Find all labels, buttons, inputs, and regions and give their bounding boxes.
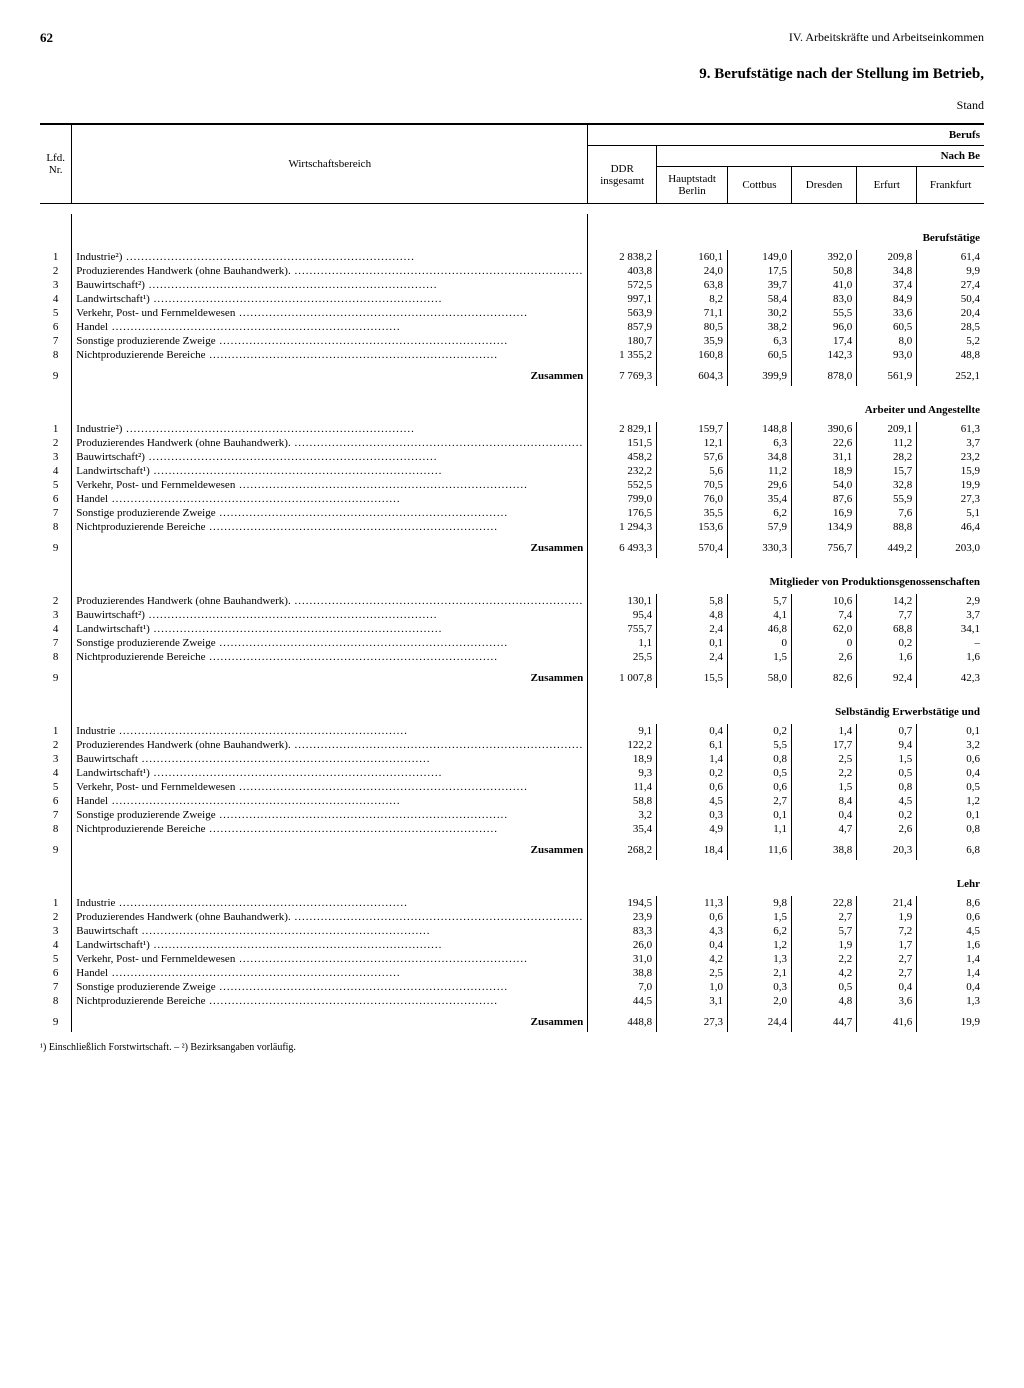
sum-row: 9Zusammen268,218,411,638,820,36,8 [40,836,984,860]
table-row: 2Produzierendes Handwerk (ohne Bauhandwe… [40,910,984,924]
table-row: 8Nichtproduzierende Bereiche1 355,2160,8… [40,348,984,362]
col-frankfurt: Frankfurt [917,167,984,204]
table-row: 7Sonstige produzierende Zweige180,735,96… [40,334,984,348]
section-title: Lehr [588,860,984,896]
sum-row: 9Zusammen448,827,324,444,741,619,9 [40,1008,984,1032]
sum-row: 9Zusammen6 493,3570,4330,3756,7449,2203,… [40,534,984,558]
table-row: 7Sonstige produzierende Zweige3,20,30,10… [40,808,984,822]
page-number: 62 [40,30,53,46]
section-title: Mitglieder von Produktionsgenossenschaft… [588,558,984,594]
main-table: Lfd. Nr. Wirtschaftsbereich Berufs DDR i… [40,123,984,1032]
table-row: 2Produzierendes Handwerk (ohne Bauhandwe… [40,738,984,752]
table-row: 1Industrie9,10,40,21,40,70,1 [40,724,984,738]
section-title: Selbständig Erwerbstätige und [588,688,984,724]
table-row: 1Industrie194,511,39,822,821,48,6 [40,896,984,910]
table-row: 2Produzierendes Handwerk (ohne Bauhandwe… [40,264,984,278]
stand-label: Stand [40,98,984,113]
table-row: 3Bauwirtschaft²)572,563,839,741,037,427,… [40,278,984,292]
table-row: 3Bauwirtschaft²)95,44,84,17,47,73,7 [40,608,984,622]
footnote: ¹) Einschließlich Forstwirtschaft. – ²) … [40,1042,984,1053]
table-row: 1Industrie²)2 829,1159,7148,8390,6209,16… [40,422,984,436]
table-row: 5Verkehr, Post- und Fernmeldewesen563,97… [40,306,984,320]
col-nr: Lfd. Nr. [40,124,72,204]
table-row: 2Produzierendes Handwerk (ohne Bauhandwe… [40,594,984,608]
table-row: 7Sonstige produzierende Zweige1,10,1000,… [40,636,984,650]
section-heading: IV. Arbeitskräfte und Arbeitseinkommen [789,30,984,46]
sum-row: 9Zusammen7 769,3604,3399,9878,0561,9252,… [40,362,984,386]
page-header: 62 IV. Arbeitskräfte und Arbeitseinkomme… [40,30,984,46]
col-dresden: Dresden [791,167,856,204]
col-ddr: DDR insgesamt [588,146,657,204]
table-row: 8Nichtproduzierende Bereiche35,44,91,14,… [40,822,984,836]
table-row: 3Bauwirtschaft83,34,36,25,77,24,5 [40,924,984,938]
table-row: 4Landwirtschaft¹)997,18,258,483,084,950,… [40,292,984,306]
table-row: 5Verkehr, Post- und Fernmeldewesen31,04,… [40,952,984,966]
table-row: 6Handel857,980,538,296,060,528,5 [40,320,984,334]
nach-be-label: Nach Be [657,146,984,167]
table-row: 3Bauwirtschaft²)458,257,634,831,128,223,… [40,450,984,464]
table-title: 9. Berufstätige nach der Stellung im Bet… [40,66,984,83]
col-berlin: Hauptstadt Berlin [657,167,728,204]
sum-row: 9Zusammen1 007,815,558,082,692,442,3 [40,664,984,688]
table-row: 4Landwirtschaft¹)232,25,611,218,915,715,… [40,464,984,478]
table-row: 1Industrie²)2 838,2160,1149,0392,0209,86… [40,250,984,264]
table-row: 3Bauwirtschaft18,91,40,82,51,50,6 [40,752,984,766]
table-row: 7Sonstige produzierende Zweige176,535,56… [40,506,984,520]
table-row: 8Nichtproduzierende Bereiche25,52,41,52,… [40,650,984,664]
table-row: 4Landwirtschaft¹)26,00,41,21,91,71,6 [40,938,984,952]
col-erfurt: Erfurt [857,167,917,204]
table-row: 5Verkehr, Post- und Fernmeldewesen552,57… [40,478,984,492]
berufs-label: Berufs [588,124,984,146]
col-bereich: Wirtschaftsbereich [72,124,588,204]
table-row: 4Landwirtschaft¹)755,72,446,862,068,834,… [40,622,984,636]
table-row: 6Handel799,076,035,487,655,927,3 [40,492,984,506]
table-row: 5Verkehr, Post- und Fernmeldewesen11,40,… [40,780,984,794]
col-cottbus: Cottbus [727,167,791,204]
table-row: 4Landwirtschaft¹)9,30,20,52,20,50,4 [40,766,984,780]
table-row: 6Handel38,82,52,14,22,71,4 [40,966,984,980]
table-row: 8Nichtproduzierende Bereiche1 294,3153,6… [40,520,984,534]
table-row: 2Produzierendes Handwerk (ohne Bauhandwe… [40,436,984,450]
table-row: 7Sonstige produzierende Zweige7,01,00,30… [40,980,984,994]
section-title: Berufstätige [588,214,984,250]
table-row: 6Handel58,84,52,78,44,51,2 [40,794,984,808]
section-title: Arbeiter und Angestellte [588,386,984,422]
table-row: 8Nichtproduzierende Bereiche44,53,12,04,… [40,994,984,1008]
